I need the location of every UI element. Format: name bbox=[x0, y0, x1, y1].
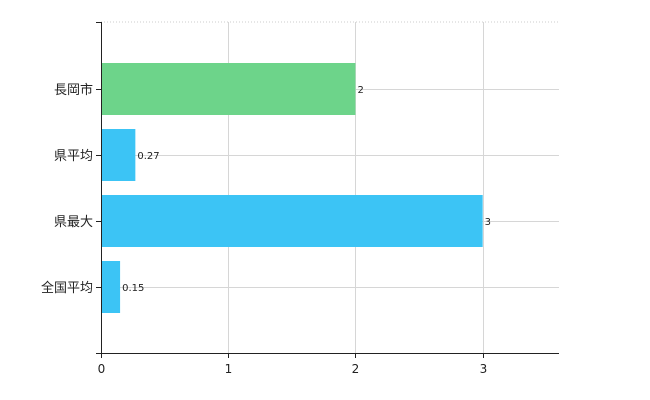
bar bbox=[101, 195, 483, 247]
bar bbox=[101, 129, 136, 181]
bar-value-label: 0.27 bbox=[137, 151, 159, 162]
bar-value-label: 0.15 bbox=[122, 283, 144, 294]
bar-value-label: 2 bbox=[357, 85, 363, 96]
category-label: 県平均 bbox=[54, 149, 93, 164]
x-tick-label: 0 bbox=[98, 362, 106, 376]
bar bbox=[101, 261, 121, 313]
bar-value-label: 3 bbox=[485, 217, 491, 228]
category-label: 長岡市 bbox=[54, 82, 93, 98]
bar-layer bbox=[101, 63, 483, 313]
category-label: 県最大 bbox=[54, 215, 93, 230]
category-label: 全国平均 bbox=[41, 280, 93, 296]
x-tick-label: 2 bbox=[352, 362, 360, 376]
axis-layer bbox=[96, 22, 559, 358]
bar bbox=[101, 63, 356, 115]
label-layer: 2 長岡市 0.27 県平均 3 県最大 0.15 全国平均 0 1 2 3 bbox=[41, 82, 491, 376]
x-tick-label: 3 bbox=[480, 362, 488, 376]
x-tick-label: 1 bbox=[225, 362, 233, 376]
